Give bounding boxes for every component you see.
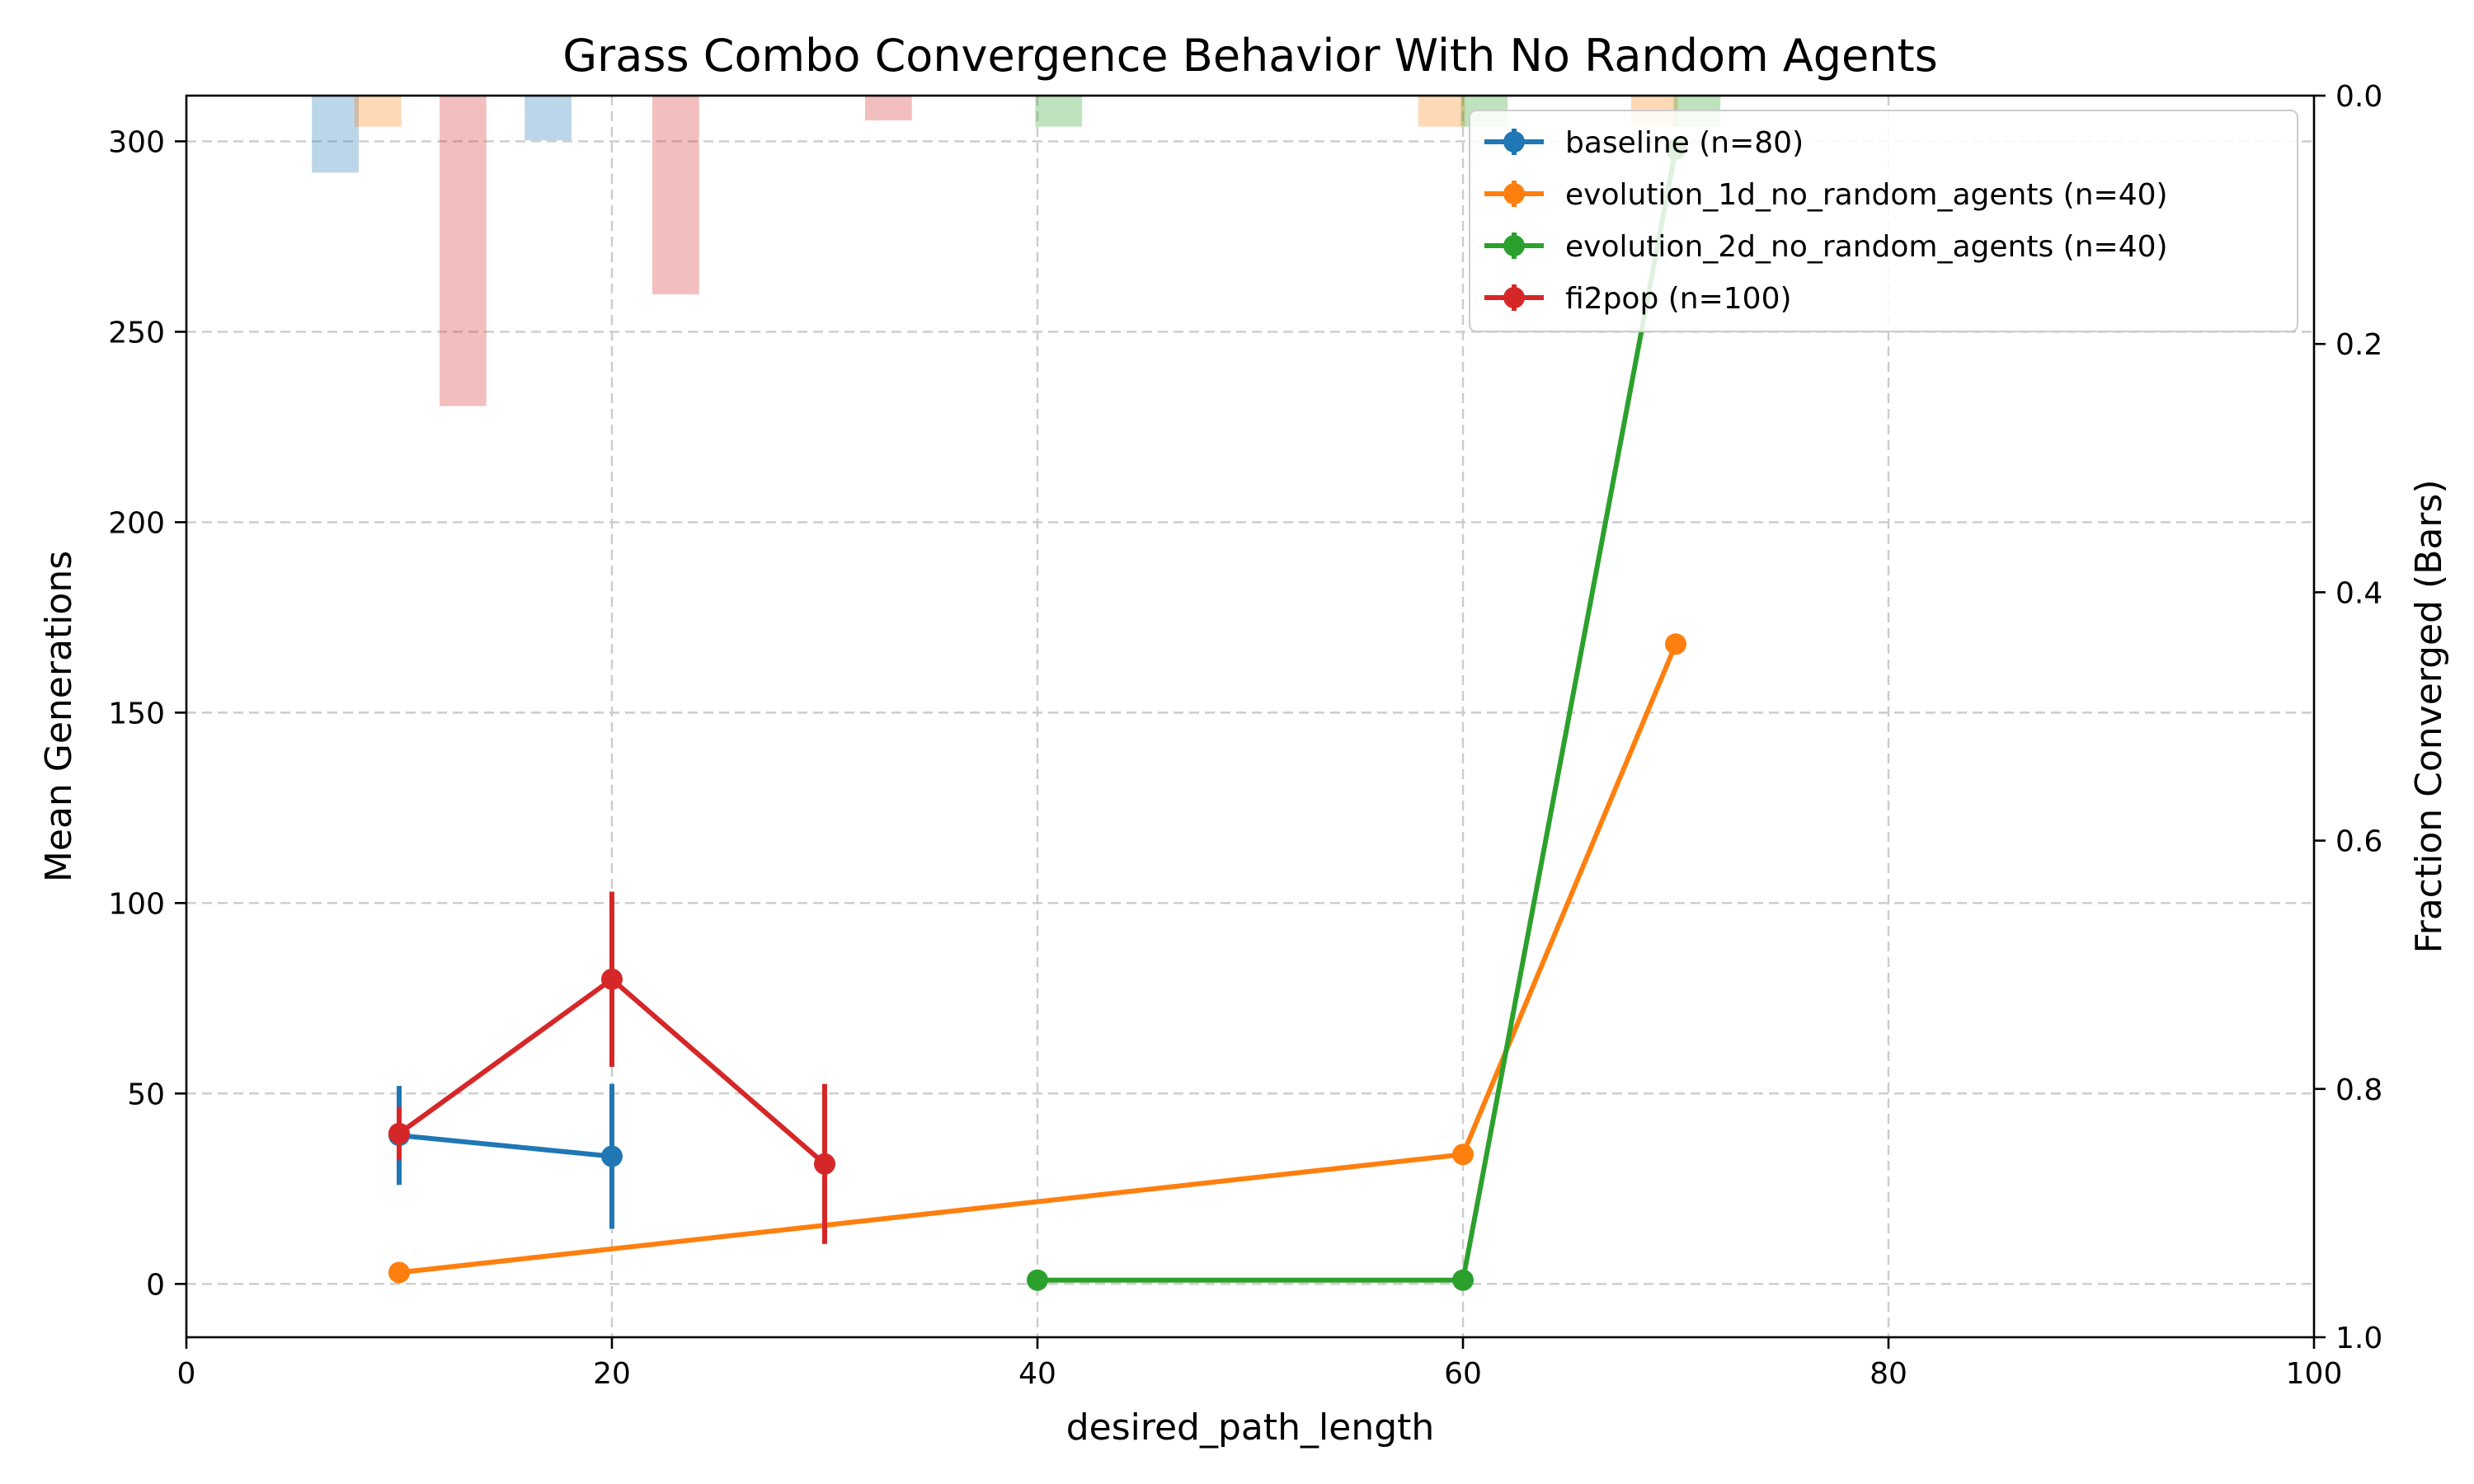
data-point-1 [1665,633,1686,655]
y-tick-label: 50 [127,1078,165,1111]
y-tick-label: 100 [108,887,165,921]
y-tick-label: 250 [108,316,165,350]
legend: baseline (n=80) evolution_1d_no_random_ag… [1469,110,2298,332]
mean-generation-lines [388,138,1686,1291]
fraction-bar-0 [524,96,571,141]
legend-marker-3 [1503,287,1525,308]
y-tick-label: 0 [146,1268,165,1302]
legend-label-3: fi2pop (n=100) [1565,282,1792,316]
legend-label-2: evolution_2d_no_random_agents (n=40) [1565,230,2168,264]
chart-title: Grass Combo Convergence Behavior With No… [562,30,1938,82]
axes: 0 20 40 60 80 100 0 50 100 150 200 250 300 0.0 0.2 0.4 0… [108,80,2382,1391]
y-axis-label: Mean Generations [38,551,80,882]
y-right-tick-label: 0.6 [2335,825,2382,859]
y-right-tick-label: 0.0 [2335,80,2382,114]
legend-marker-1 [1503,183,1525,204]
x-tick-label: 40 [1018,1357,1056,1391]
legend-box [1469,110,2298,332]
y-tick-label: 200 [108,506,165,540]
plot-frame [185,94,2316,1339]
legend-marker-2 [1503,235,1525,256]
y-right-tick-label: 1.0 [2335,1322,2382,1355]
fraction-bar-3 [440,96,487,406]
legend-label-0: baseline (n=80) [1565,126,1804,160]
data-point-3 [388,1122,410,1144]
x-tick-label: 100 [2286,1357,2343,1391]
fraction-bar-1 [1418,96,1465,127]
converged-fraction-bars [312,96,1721,406]
data-point-3 [814,1153,835,1175]
x-tick-label: 0 [177,1357,196,1391]
legend-label-1: evolution_1d_no_random_agents (n=40) [1565,178,2168,212]
y-right-tick-label: 0.4 [2335,576,2382,610]
data-point-2 [1027,1269,1048,1291]
data-point-2 [1452,1269,1474,1291]
series-line-0 [398,1133,613,1159]
legend-marker-0 [1503,131,1525,153]
y-tick-label: 300 [108,125,165,159]
data-point-1 [1452,1144,1474,1166]
y-axis-right-label: Fraction Converged (Bars) [2408,480,2450,954]
fraction-bar-3 [865,96,912,121]
x-tick-label: 80 [1870,1357,1907,1391]
y-right-tick-label: 0.2 [2335,328,2382,362]
data-point-0 [601,1145,623,1167]
x-axis-label: desired_path_length [1066,1407,1435,1449]
fraction-bar-0 [312,96,359,173]
data-point-3 [601,968,623,990]
data-point-1 [388,1261,410,1284]
fraction-bar-1 [354,96,402,127]
y-tick-label: 150 [108,697,165,730]
fraction-bar-2 [1035,96,1083,127]
x-tick-label: 60 [1444,1357,1482,1391]
y-right-tick-label: 0.8 [2335,1073,2382,1107]
x-tick-label: 20 [593,1357,631,1391]
fraction-bar-3 [652,96,699,294]
